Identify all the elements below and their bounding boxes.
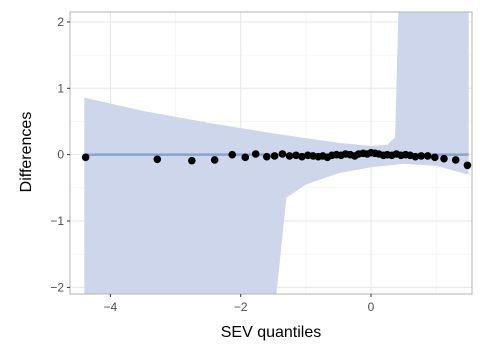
x-tick-label: −2 xyxy=(234,300,248,314)
y-tick-label: −1 xyxy=(50,214,64,228)
axes: −4 −2 0 −2 −1 0 1 2 xyxy=(50,11,473,314)
data-point xyxy=(285,152,294,160)
data-point xyxy=(153,155,162,164)
x-axis-title: SEV quantiles xyxy=(221,324,322,341)
data-point xyxy=(451,156,460,164)
data-point xyxy=(251,150,260,158)
y-tick-label: −2 xyxy=(50,280,64,294)
data-point xyxy=(188,156,196,165)
data-point xyxy=(440,154,448,163)
data-point xyxy=(270,152,279,160)
data-point xyxy=(241,153,250,162)
x-tick-label: −4 xyxy=(104,300,118,314)
data-point xyxy=(210,156,219,164)
data-point xyxy=(411,152,420,161)
data-point xyxy=(298,152,306,161)
panel-border xyxy=(69,11,473,295)
data-point xyxy=(423,152,432,160)
data-point xyxy=(262,152,271,161)
x-tick-label: 0 xyxy=(368,300,375,314)
y-tick-label: 1 xyxy=(57,81,64,95)
y-axis-title: Differences xyxy=(18,112,35,193)
data-point xyxy=(292,151,300,160)
data-points xyxy=(81,148,472,170)
data-point xyxy=(278,150,287,158)
data-point xyxy=(463,161,472,170)
y-tick-label: 2 xyxy=(57,15,64,29)
y-tick-label: 0 xyxy=(57,148,64,162)
data-point xyxy=(431,153,439,162)
data-point xyxy=(228,150,237,159)
data-point xyxy=(417,152,425,160)
data-point xyxy=(81,153,90,162)
